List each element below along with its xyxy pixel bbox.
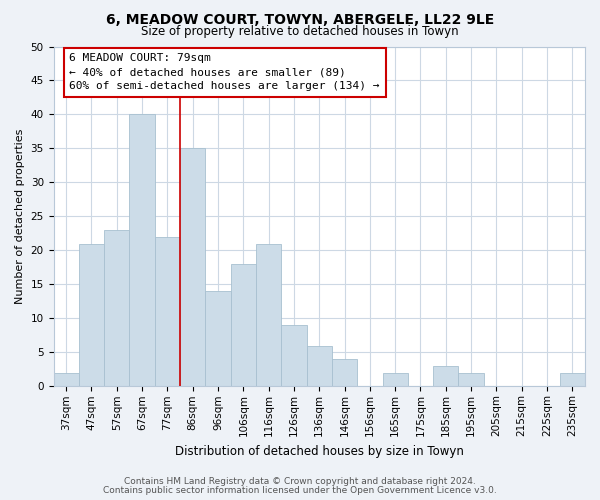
Bar	[332, 359, 357, 386]
Y-axis label: Number of detached properties: Number of detached properties	[15, 129, 25, 304]
Bar	[433, 366, 458, 386]
Text: Size of property relative to detached houses in Towyn: Size of property relative to detached ho…	[141, 25, 459, 38]
Bar	[104, 230, 130, 386]
Bar	[307, 346, 332, 387]
Bar	[53, 373, 79, 386]
Bar	[205, 291, 230, 386]
Bar	[79, 244, 104, 386]
X-axis label: Distribution of detached houses by size in Towyn: Distribution of detached houses by size …	[175, 444, 464, 458]
Text: Contains HM Land Registry data © Crown copyright and database right 2024.: Contains HM Land Registry data © Crown c…	[124, 477, 476, 486]
Text: Contains public sector information licensed under the Open Government Licence v3: Contains public sector information licen…	[103, 486, 497, 495]
Bar	[130, 114, 155, 386]
Bar	[383, 373, 408, 386]
Bar	[230, 264, 256, 386]
Bar	[180, 148, 205, 386]
Bar	[281, 325, 307, 386]
Bar	[458, 373, 484, 386]
Text: 6, MEADOW COURT, TOWYN, ABERGELE, LL22 9LE: 6, MEADOW COURT, TOWYN, ABERGELE, LL22 9…	[106, 12, 494, 26]
Bar	[256, 244, 281, 386]
Bar	[155, 237, 180, 386]
Bar	[560, 373, 585, 386]
Text: 6 MEADOW COURT: 79sqm
← 40% of detached houses are smaller (89)
60% of semi-deta: 6 MEADOW COURT: 79sqm ← 40% of detached …	[70, 54, 380, 92]
